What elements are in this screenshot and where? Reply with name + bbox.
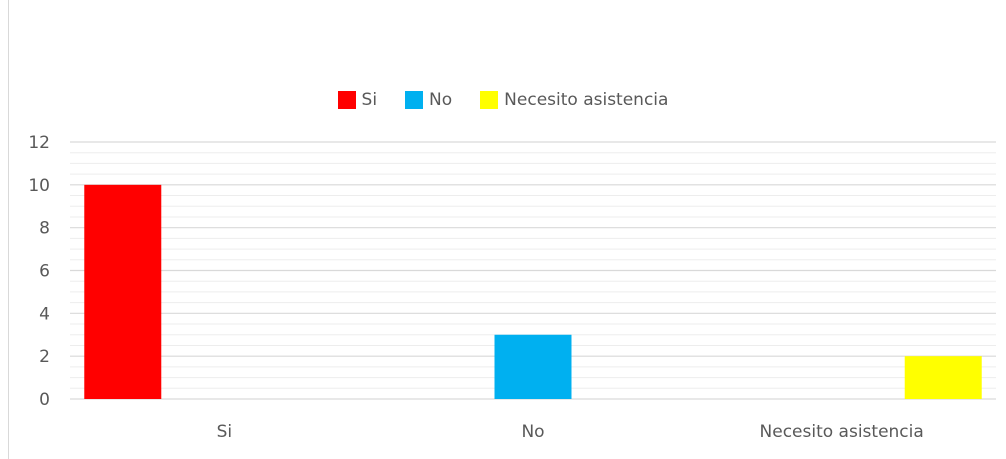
bars xyxy=(84,184,982,399)
legend-swatch-necesito-asistencia xyxy=(480,91,499,109)
legend-label-no: No xyxy=(429,90,453,110)
frame-rule xyxy=(8,0,9,459)
y-tick-label: 6 xyxy=(39,262,50,282)
legend: Si No Necesito asistencia xyxy=(0,90,1006,110)
legend-item-no: No xyxy=(405,90,452,110)
y-tick-label: 4 xyxy=(39,304,50,324)
x-axis: Si No Necesito asistencia xyxy=(217,422,924,442)
y-tick-label: 0 xyxy=(39,390,50,410)
bar-necesito-asistencia xyxy=(904,356,982,399)
legend-label-necesito-asistencia: Necesito asistencia xyxy=(504,90,669,110)
x-tick-label: No xyxy=(521,422,544,442)
bar-si xyxy=(84,184,162,399)
y-axis: 0 2 4 6 8 10 12 xyxy=(28,133,50,410)
y-tick-label: 2 xyxy=(39,347,50,367)
legend-item-necesito-asistencia: Necesito asistencia xyxy=(480,90,668,110)
bar-no xyxy=(494,334,572,399)
y-tick-label: 12 xyxy=(28,133,50,153)
legend-item-si: Si xyxy=(337,90,378,110)
legend-label-si: Si xyxy=(361,90,378,110)
y-tick-label: 8 xyxy=(39,219,50,239)
legend-swatch-si xyxy=(337,91,356,109)
legend-swatch-no xyxy=(405,91,424,109)
x-tick-label: Si xyxy=(217,422,233,442)
x-tick-label: Necesito asistencia xyxy=(760,422,924,442)
y-tick-label: 10 xyxy=(28,176,50,196)
